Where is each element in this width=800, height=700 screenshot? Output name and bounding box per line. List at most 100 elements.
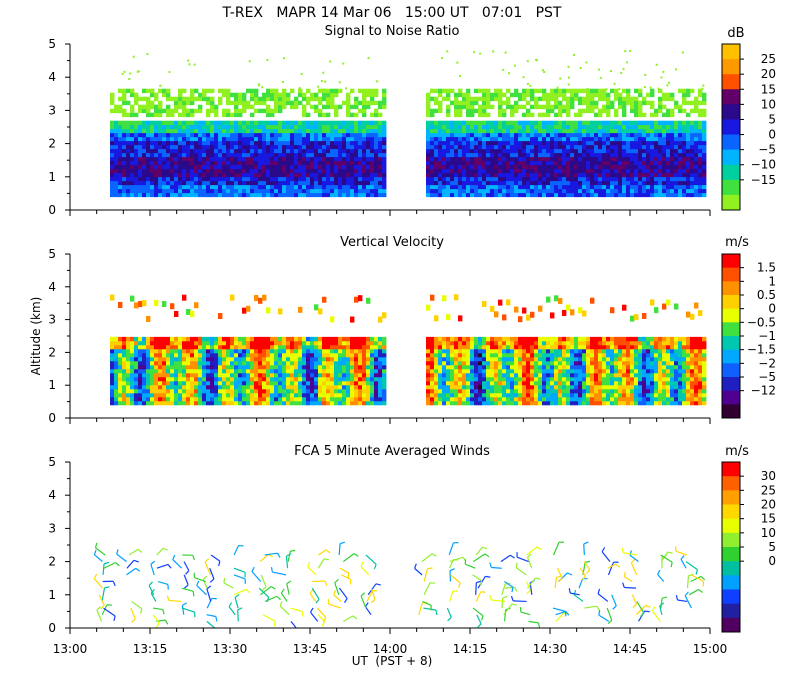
snr-cell <box>226 180 231 186</box>
velocity-cell <box>126 352 131 358</box>
snr-cell <box>178 156 183 162</box>
snr-cell <box>702 180 707 186</box>
snr-cell <box>362 160 367 166</box>
velocity-cell <box>262 388 267 394</box>
velocity-cell <box>178 376 183 382</box>
velocity-cell <box>162 360 167 366</box>
snr-cell <box>250 188 255 194</box>
snr-cell <box>514 148 519 154</box>
snr-cell <box>150 132 155 138</box>
velocity-cell <box>446 376 451 382</box>
snr-cell <box>558 140 563 146</box>
snr-cell <box>674 132 679 138</box>
snr-cell <box>662 156 667 162</box>
snr-cell <box>502 144 507 150</box>
snr-cell <box>234 176 239 182</box>
snr-cell <box>662 92 667 98</box>
snr-cell <box>454 168 459 174</box>
snr-cell <box>126 144 131 150</box>
snr-cell <box>586 100 591 106</box>
snr-cell <box>546 176 551 182</box>
velocity-cell <box>494 344 499 350</box>
snr-cell <box>522 88 527 94</box>
velocity-cell <box>262 360 267 366</box>
snr-cell <box>450 180 455 186</box>
snr-cell <box>262 184 267 190</box>
snr-cell <box>650 168 655 174</box>
snr-cell <box>586 140 591 146</box>
velocity-cell <box>294 360 299 366</box>
snr-cell <box>622 164 627 170</box>
velocity-cell <box>362 400 367 406</box>
velocity-cell <box>290 340 295 346</box>
colorbar-label: 15 <box>761 82 776 96</box>
snr-cell <box>146 128 151 134</box>
snr-cell <box>366 188 371 194</box>
velocity-cell <box>190 336 195 342</box>
snr-cell <box>546 100 551 106</box>
snr-speckle <box>543 70 546 73</box>
snr-cell <box>430 160 435 166</box>
snr-cell <box>654 176 659 182</box>
snr-cell <box>366 104 371 110</box>
snr-cell <box>610 192 615 198</box>
velocity-cell <box>450 336 455 342</box>
snr-cell <box>190 140 195 146</box>
snr-cell <box>334 184 339 190</box>
velocity-cell <box>190 348 195 354</box>
snr-cell <box>310 168 315 174</box>
snr-cell <box>370 156 375 162</box>
snr-cell <box>526 152 531 158</box>
velocity-cell <box>506 400 511 406</box>
snr-cell <box>266 92 271 98</box>
velocity-cell <box>330 368 335 374</box>
snr-cell <box>146 124 151 130</box>
snr-cell <box>426 112 431 118</box>
velocity-cell <box>294 384 299 390</box>
snr-cell <box>158 160 163 166</box>
snr-cell <box>638 88 643 94</box>
snr-cell <box>210 160 215 166</box>
snr-cell <box>690 144 695 150</box>
velocity-cell <box>258 376 263 382</box>
snr-cell <box>346 180 351 186</box>
velocity-cell <box>234 340 239 346</box>
velocity-cell <box>122 356 127 362</box>
snr-cell <box>610 156 615 162</box>
velocity-cell <box>170 380 175 386</box>
snr-cell <box>134 140 139 146</box>
snr-cell <box>542 120 547 126</box>
snr-cell <box>602 176 607 182</box>
snr-cell <box>702 124 707 130</box>
velocity-cell <box>182 364 187 370</box>
snr-cell <box>250 164 255 170</box>
snr-cell <box>194 144 199 150</box>
snr-cell <box>666 152 671 158</box>
velocity-cell <box>170 372 175 378</box>
snr-cell <box>206 132 211 138</box>
snr-cell <box>598 112 603 118</box>
snr-cell <box>314 120 319 126</box>
snr-cell <box>190 192 195 198</box>
snr-cell <box>478 112 483 118</box>
snr-cell <box>374 160 379 166</box>
velocity-cell <box>202 396 207 402</box>
snr-cell <box>326 136 331 142</box>
snr-cell <box>254 152 259 158</box>
velocity-cell <box>234 392 239 398</box>
snr-cell <box>618 104 623 110</box>
snr-cell <box>618 176 623 182</box>
velocity-cell <box>226 344 231 350</box>
velocity-cell <box>346 388 351 394</box>
snr-cell <box>662 148 667 154</box>
snr-cell <box>226 92 231 98</box>
snr-cell <box>334 136 339 142</box>
snr-cell <box>162 164 167 170</box>
velocity-cell <box>378 348 383 354</box>
velocity-cell <box>502 352 507 358</box>
snr-cell <box>270 132 275 138</box>
snr-cell <box>466 96 471 102</box>
snr-cell <box>518 132 523 138</box>
velocity-cell <box>230 360 235 366</box>
velocity-cell <box>258 364 263 370</box>
